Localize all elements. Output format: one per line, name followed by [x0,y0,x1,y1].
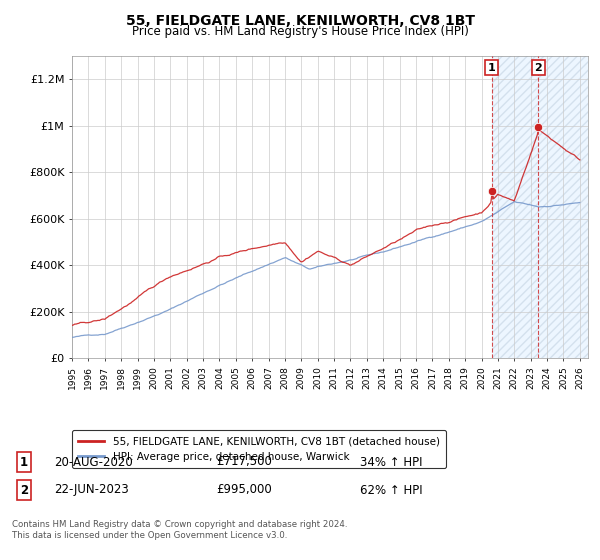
Text: 55, FIELDGATE LANE, KENILWORTH, CV8 1BT: 55, FIELDGATE LANE, KENILWORTH, CV8 1BT [125,14,475,28]
Bar [491,56,588,358]
Text: Contains HM Land Registry data © Crown copyright and database right 2024.
This d: Contains HM Land Registry data © Crown c… [12,520,347,540]
Text: 22-JUN-2023: 22-JUN-2023 [54,483,129,497]
Text: £995,000: £995,000 [216,483,272,497]
Text: 2: 2 [20,483,28,497]
Text: 20-AUG-2020: 20-AUG-2020 [54,455,133,469]
Text: 2: 2 [535,63,542,73]
Text: £717,500: £717,500 [216,455,272,469]
Legend: 55, FIELDGATE LANE, KENILWORTH, CV8 1BT (detached house), HPI: Average price, de: 55, FIELDGATE LANE, KENILWORTH, CV8 1BT … [72,430,446,468]
Text: 34% ↑ HPI: 34% ↑ HPI [360,455,422,469]
Text: Price paid vs. HM Land Registry's House Price Index (HPI): Price paid vs. HM Land Registry's House … [131,25,469,38]
Text: 1: 1 [20,455,28,469]
Text: 62% ↑ HPI: 62% ↑ HPI [360,483,422,497]
Text: 1: 1 [488,63,496,73]
